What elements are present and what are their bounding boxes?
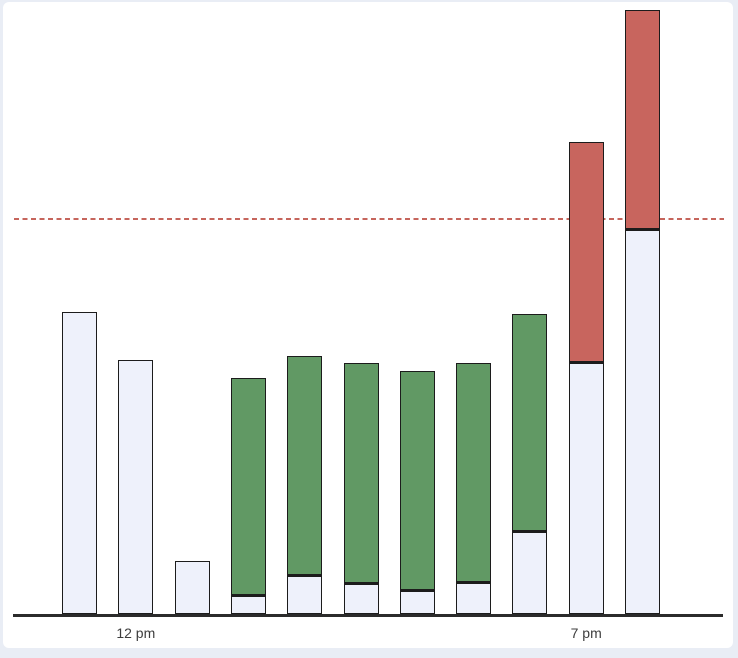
x-tick-label: 12 pm — [116, 625, 156, 641]
bar-stack-10[interactable] — [568, 142, 604, 614]
bar-stack-5[interactable] — [287, 356, 323, 614]
base-segment[interactable] — [287, 576, 323, 614]
green-segment[interactable] — [512, 314, 548, 532]
base-segment[interactable] — [625, 230, 660, 614]
green-segment[interactable] — [287, 356, 323, 576]
green-segment[interactable] — [456, 363, 492, 583]
green-segment[interactable] — [399, 371, 435, 591]
bar-stack-8[interactable] — [456, 363, 492, 614]
base-segment[interactable] — [230, 596, 266, 614]
base-segment[interactable] — [399, 591, 435, 614]
bar-stack-4[interactable] — [230, 378, 266, 614]
plot-area: 12 pm 7 pm — [3, 2, 733, 648]
bar-stack-1[interactable] — [62, 312, 97, 614]
base-segment[interactable] — [568, 363, 604, 614]
base-segment[interactable] — [62, 312, 97, 614]
x-tick-label: 7 pm — [570, 625, 602, 641]
red-segment[interactable] — [625, 10, 660, 230]
bar-stack-11[interactable] — [625, 10, 660, 614]
base-segment[interactable] — [174, 561, 210, 614]
red-segment[interactable] — [568, 142, 604, 363]
base-segment[interactable] — [456, 583, 492, 614]
threshold-line — [14, 218, 724, 221]
bar-stack-6[interactable] — [343, 363, 379, 614]
base-segment[interactable] — [118, 360, 154, 614]
base-segment[interactable] — [343, 584, 379, 614]
bar-stack-9[interactable] — [512, 314, 548, 614]
green-segment[interactable] — [343, 363, 379, 584]
chart-card: 12 pm 7 pm — [3, 2, 733, 648]
green-segment[interactable] — [230, 378, 266, 596]
bar-stack-2[interactable] — [118, 360, 154, 614]
bar-stack-7[interactable] — [399, 371, 435, 614]
bar-stack-3[interactable] — [174, 561, 210, 614]
base-segment[interactable] — [512, 532, 548, 614]
x-axis-line — [13, 614, 723, 617]
